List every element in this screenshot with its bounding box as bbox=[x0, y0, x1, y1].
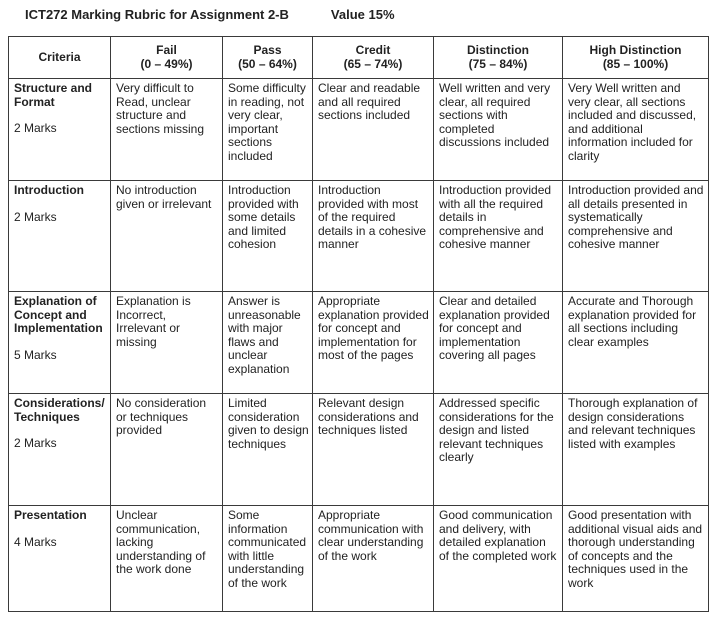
criteria-cell: Introduction 2 Marks bbox=[8, 180, 111, 292]
rubric-row-introduction: Introduction 2 Marks No introduction giv… bbox=[8, 180, 709, 292]
column-range: (85 – 100%) bbox=[602, 56, 669, 71]
cell-pass: Answer is unreasonable with major flaws … bbox=[222, 291, 313, 394]
column-label: Fail bbox=[156, 43, 177, 57]
column-range: (65 – 74%) bbox=[343, 56, 403, 71]
cell-fail: Very difficult to Read, unclear structur… bbox=[110, 78, 223, 181]
criteria-name: Structure and Format bbox=[14, 81, 93, 109]
header-row: Criteria Fail (0 – 49%) Pass (50 – 64%) … bbox=[8, 36, 709, 79]
column-label: High Distinction bbox=[589, 43, 682, 57]
cell-pass: Some information communicated with littl… bbox=[222, 505, 313, 612]
criteria-marks: 2 Marks bbox=[14, 121, 57, 135]
cell-distinction: Introduction provided with all the requi… bbox=[433, 180, 563, 292]
rubric-table: Criteria Fail (0 – 49%) Pass (50 – 64%) … bbox=[8, 36, 709, 612]
document-header: ICT272 Marking Rubric for Assignment 2-B… bbox=[0, 7, 721, 22]
cell-high-distinction: Thorough explanation of design considera… bbox=[562, 393, 709, 506]
cell-fail: No consideration or techniques provided bbox=[110, 393, 223, 506]
criteria-cell: Presentation 4 Marks bbox=[8, 505, 111, 612]
cell-fail: Explanation is Incorrect, Irrelevant or … bbox=[110, 291, 223, 394]
cell-high-distinction: Good presentation with additional visual… bbox=[562, 505, 709, 612]
column-header-credit: Credit (65 – 74%) bbox=[312, 36, 434, 79]
column-header-fail: Fail (0 – 49%) bbox=[110, 36, 223, 79]
criteria-cell: Explanation of Concept and Implementatio… bbox=[8, 291, 111, 394]
rubric-row-presentation: Presentation 4 Marks Unclear communicati… bbox=[8, 505, 709, 612]
cell-high-distinction: Introduction provided and all details pr… bbox=[562, 180, 709, 292]
cell-distinction: Well written and very clear, all require… bbox=[433, 78, 563, 181]
cell-high-distinction: Accurate and Thorough explanation provid… bbox=[562, 291, 709, 394]
criteria-marks: 2 Marks bbox=[14, 436, 57, 450]
rubric-row-structure-and-format: Structure and Format 2 Marks Very diffic… bbox=[8, 78, 709, 181]
criteria-name: Presentation bbox=[14, 508, 87, 522]
column-header-pass: Pass (50 – 64%) bbox=[222, 36, 313, 79]
column-header-criteria: Criteria bbox=[8, 36, 111, 79]
cell-credit: Relevant design considerations and techn… bbox=[312, 393, 434, 506]
criteria-name: Explanation of Concept and Implementatio… bbox=[14, 294, 103, 335]
rubric-row-explanation-of-concept: Explanation of Concept and Implementatio… bbox=[8, 291, 709, 394]
column-header-distinction: Distinction (75 – 84%) bbox=[433, 36, 563, 79]
cell-credit: Appropriate explanation provided for con… bbox=[312, 291, 434, 394]
document-title: ICT272 Marking Rubric for Assignment 2-B bbox=[25, 7, 289, 22]
cell-credit: Introduction provided with most of the r… bbox=[312, 180, 434, 292]
column-range: (0 – 49%) bbox=[140, 56, 193, 71]
column-range: (50 – 64%) bbox=[238, 56, 297, 71]
cell-credit: Appropriate communication with clear und… bbox=[312, 505, 434, 612]
criteria-name: Introduction bbox=[14, 183, 84, 197]
cell-pass: Introduction provided with some details … bbox=[222, 180, 313, 292]
cell-pass: Limited consideration given to design te… bbox=[222, 393, 313, 506]
cell-pass: Some difficulty in reading, not very cle… bbox=[222, 78, 313, 181]
criteria-cell: Structure and Format 2 Marks bbox=[8, 78, 111, 181]
value-label: Value 15% bbox=[330, 7, 395, 22]
cell-fail: No introduction given or irrelevant bbox=[110, 180, 223, 292]
criteria-marks: 2 Marks bbox=[14, 209, 57, 224]
column-header-high-distinction: High Distinction (85 – 100%) bbox=[562, 36, 709, 79]
criteria-name: Considerations/ Techniques bbox=[14, 396, 105, 424]
cell-high-distinction: Very Well written and very clear, all se… bbox=[562, 78, 709, 181]
cell-distinction: Good communication and delivery, with de… bbox=[433, 505, 563, 612]
criteria-marks: 4 Marks bbox=[14, 534, 57, 549]
criteria-marks: 5 Marks bbox=[14, 347, 57, 362]
column-label: Credit bbox=[355, 43, 391, 57]
column-label: Distinction bbox=[467, 43, 529, 57]
cell-distinction: Clear and detailed explanation provided … bbox=[433, 291, 563, 394]
column-label: Pass bbox=[253, 43, 282, 57]
column-range: (75 – 84%) bbox=[468, 56, 528, 71]
cell-credit: Clear and readable and all required sect… bbox=[312, 78, 434, 181]
rubric-row-considerations-techniques: Considerations/ Techniques 2 Marks No co… bbox=[8, 393, 709, 506]
cell-fail: Unclear communication, lacking understan… bbox=[110, 505, 223, 612]
column-label: Criteria bbox=[38, 49, 81, 64]
criteria-cell: Considerations/ Techniques 2 Marks bbox=[8, 393, 111, 506]
cell-distinction: Addressed specific considerations for th… bbox=[433, 393, 563, 506]
